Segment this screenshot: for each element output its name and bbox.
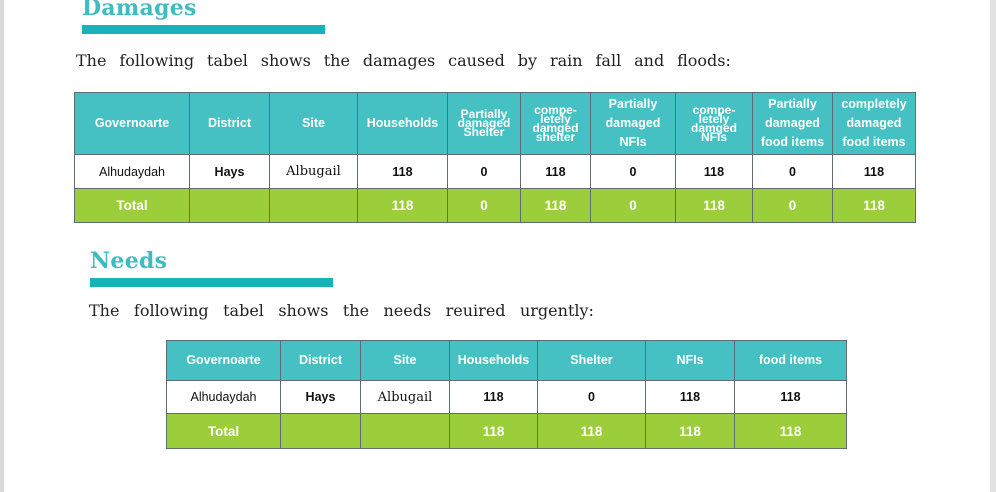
- total-partially-damaged-shelter: 0: [447, 188, 521, 223]
- page-edge-right: [990, 0, 996, 492]
- intro-word: following: [133, 301, 209, 320]
- intro-word: following: [119, 51, 195, 70]
- intro-word: needs: [383, 301, 432, 320]
- table-row: Alhudaydah Hays Albugail 118 0 118 118: [166, 380, 847, 414]
- intro-word: the: [342, 301, 370, 320]
- total-site: [360, 413, 450, 449]
- cell-partially-damaged-nfis: 0: [590, 154, 676, 189]
- header-households: Households: [357, 92, 448, 155]
- header-partially-damaged-shelter: Partially damaged Shelter: [447, 92, 521, 155]
- cell-site: Albugail: [360, 380, 450, 414]
- total-district: [189, 188, 270, 223]
- header-households: Households: [449, 340, 538, 381]
- header-completely-damaged-food: completely damaged food items: [832, 92, 916, 155]
- table-row: Alhudaydah Hays Albugail 118 0 118 0 118…: [74, 154, 916, 189]
- cell-district: Hays: [280, 380, 361, 414]
- total-completely-damaged-nfis: 118: [675, 188, 753, 223]
- intro-word: The: [89, 301, 120, 320]
- total-label: Total: [166, 413, 281, 449]
- intro-word: the: [323, 51, 350, 70]
- cell-households: 118: [449, 380, 538, 414]
- intro-word: caused: [448, 51, 505, 70]
- intro-word: tabel: [223, 301, 264, 320]
- total-nfis: 118: [645, 413, 735, 449]
- page-edge-left: [0, 0, 4, 492]
- header-district: District: [280, 340, 361, 381]
- header-governorate: Governoarte: [166, 340, 281, 381]
- header-governorate: Governoarte: [74, 92, 190, 155]
- total-households: 118: [357, 188, 448, 223]
- intro-word: shows: [278, 301, 329, 320]
- needs-table: Governoarte District Site Households She…: [166, 340, 847, 449]
- intro-word: reuired: [445, 301, 506, 320]
- cell-households: 118: [357, 154, 448, 189]
- total-label: Total: [74, 188, 190, 223]
- cell-partially-damaged-shelter: 0: [447, 154, 521, 189]
- intro-word: rain: [549, 51, 583, 70]
- intro-word: floods:: [677, 51, 731, 70]
- intro-word: shows: [260, 51, 311, 70]
- needs-title-underline: [90, 278, 333, 287]
- intro-word: damages: [362, 51, 436, 70]
- total-completely-damaged-food: 118: [832, 188, 916, 223]
- total-district: [280, 413, 361, 449]
- cell-partially-damaged-food: 0: [752, 154, 833, 189]
- cell-district: Hays: [189, 154, 270, 189]
- header-partially-damaged-food: Partially damaged food items: [752, 92, 833, 155]
- damages-table: Governoarte District Site Households Par…: [74, 92, 916, 223]
- needs-intro-text: The following tabel shows the needs reuired urg…: [89, 301, 594, 320]
- header-district: District: [189, 92, 270, 155]
- total-partially-damaged-nfis: 0: [590, 188, 676, 223]
- total-shelter: 118: [537, 413, 646, 449]
- intro-word: tabel: [207, 51, 248, 70]
- cell-governorate: Alhudaydah: [74, 154, 190, 189]
- damages-header-row: Governoarte District Site Households Par…: [74, 92, 916, 155]
- cell-nfis: 118: [645, 380, 735, 414]
- needs-title: Needs: [90, 248, 168, 274]
- header-site: Site: [269, 92, 358, 155]
- cell-completely-damaged-shelter: 118: [520, 154, 591, 189]
- cell-completely-damaged-food: 118: [832, 154, 916, 189]
- header-food-items: food items: [734, 340, 847, 381]
- intro-word: The: [76, 51, 107, 70]
- cell-completely-damaged-nfis: 118: [675, 154, 753, 189]
- intro-word: fall: [595, 51, 622, 70]
- cell-food-items: 118: [734, 380, 847, 414]
- total-site: [269, 188, 358, 223]
- header-shelter: Shelter: [537, 340, 646, 381]
- total-partially-damaged-food: 0: [752, 188, 833, 223]
- cell-site: Albugail: [269, 154, 358, 189]
- damages-intro-text: The following tabel shows the damages caused by…: [76, 51, 731, 70]
- total-row: Total 118 118 118 118: [166, 413, 847, 449]
- needs-header-row: Governoarte District Site Households She…: [166, 340, 847, 381]
- cell-shelter: 0: [537, 380, 646, 414]
- intro-word: by: [517, 51, 538, 70]
- total-completely-damaged-shelter: 118: [520, 188, 591, 223]
- header-completely-damaged-shelter: compe-letely damged shelter: [520, 92, 591, 155]
- total-row: Total 118 0 118 0 118 0 118: [74, 188, 916, 223]
- header-nfis: NFIs: [645, 340, 735, 381]
- total-households: 118: [449, 413, 538, 449]
- cell-governorate: Alhudaydah: [166, 380, 281, 414]
- intro-word: and: [634, 51, 665, 70]
- intro-word: urgently:: [519, 301, 594, 320]
- damages-title: Damages: [82, 0, 197, 21]
- total-food-items: 118: [734, 413, 847, 449]
- header-partially-damaged-nfis: Partially damaged NFIs: [590, 92, 676, 155]
- header-site: Site: [360, 340, 450, 381]
- header-completely-damaged-nfis: compe-letely damged NFIs: [675, 92, 753, 155]
- damages-title-underline: [82, 25, 325, 34]
